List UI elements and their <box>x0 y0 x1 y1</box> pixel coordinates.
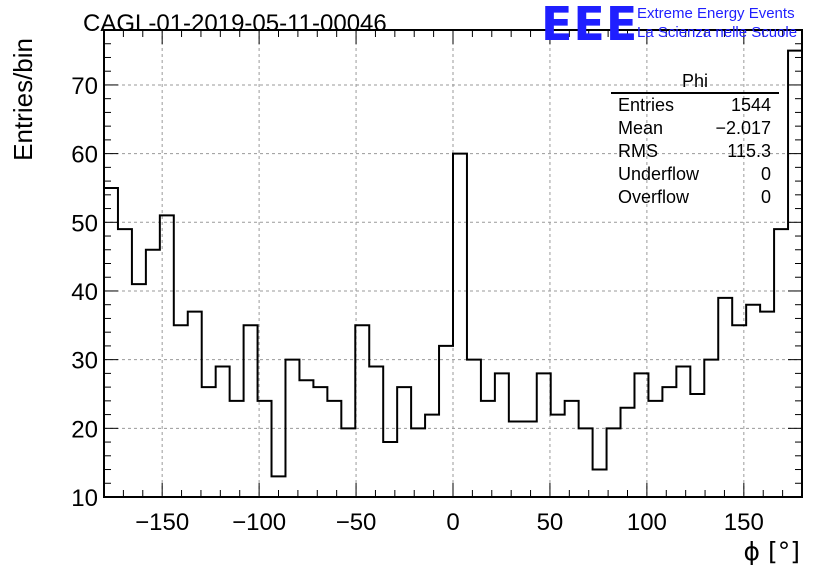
x-axis-label: ϕ [°] <box>744 537 800 566</box>
stats-value: 0 <box>760 187 771 207</box>
eee-logo-line1: Extreme Energy Events <box>637 5 795 22</box>
stats-row: Entries 1544 <box>611 94 779 117</box>
stats-row: Underflow 0 <box>611 163 779 186</box>
y-tick-label: 30 <box>71 348 98 375</box>
y-tick-label: 50 <box>71 210 98 237</box>
y-tick-label: 10 <box>71 485 98 512</box>
y-tick-label: 70 <box>71 73 98 100</box>
x-tick-label: −50 <box>336 509 377 536</box>
stats-value: 1544 <box>730 95 771 115</box>
stats-value: 0 <box>760 164 771 184</box>
histogram-outline <box>104 49 802 478</box>
eee-logo-line2: La Scienza nelle Scuole <box>637 24 798 41</box>
stats-label: Underflow <box>618 164 700 184</box>
x-tick-label: −100 <box>232 509 286 536</box>
stats-label: Entries <box>618 95 675 115</box>
stats-label: RMS <box>618 141 658 161</box>
plot-title: CAGL-01-2019-05-11-00046 <box>83 10 387 37</box>
stats-row: Mean −2.017 <box>611 117 779 140</box>
stats-value: −2.017 <box>715 118 771 138</box>
eee-logo: EEE <box>541 0 639 51</box>
x-tick-label: −150 <box>135 509 189 536</box>
y-tick-label: 60 <box>71 142 98 169</box>
eee-logo-text: Extreme Energy Events La Scienza nelle S… <box>637 4 797 42</box>
x-tick-label: 150 <box>724 509 764 536</box>
y-tick-label: 20 <box>71 416 98 443</box>
stats-value: 115.3 <box>727 141 771 161</box>
stats-box: Phi Entries 1544 Mean −2.017 RMS 115.3 U… <box>611 70 779 209</box>
y-tick-label: 40 <box>71 279 98 306</box>
stats-row: RMS 115.3 <box>611 140 779 163</box>
x-tick-label: 0 <box>446 509 459 536</box>
y-axis-label: Entries/bin <box>8 38 38 161</box>
stats-label: Mean <box>618 118 664 138</box>
x-tick-label: 100 <box>627 509 667 536</box>
stats-row: Overflow 0 <box>611 186 779 209</box>
x-tick-label: 50 <box>537 509 564 536</box>
stats-name: Phi <box>611 70 779 94</box>
stats-label: Overflow <box>618 187 690 207</box>
